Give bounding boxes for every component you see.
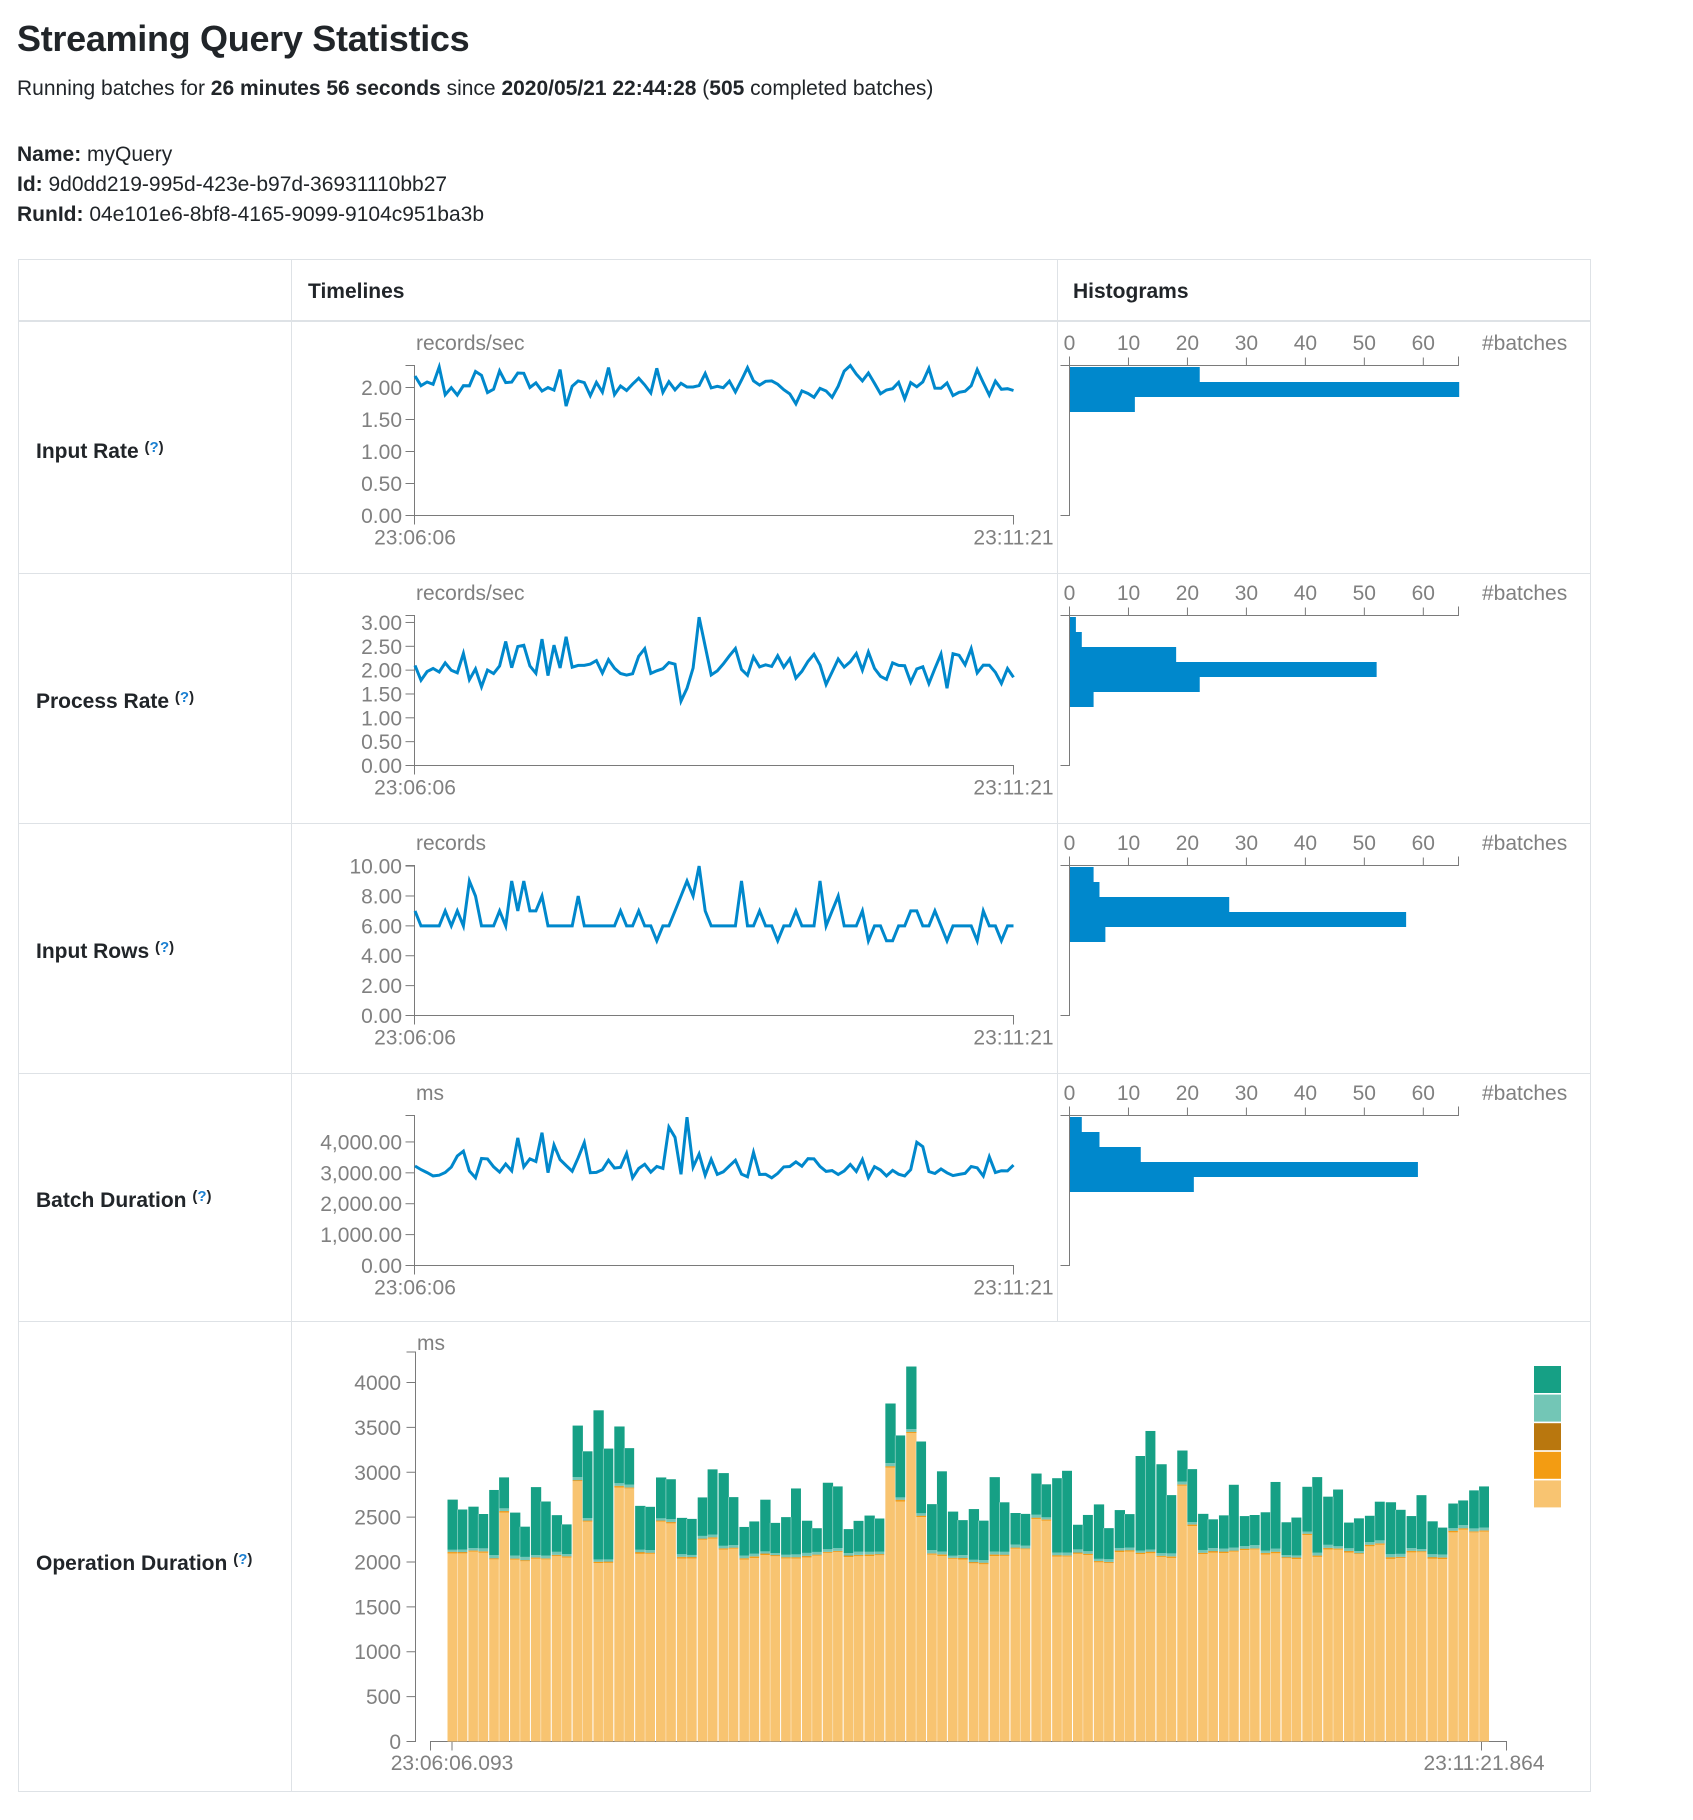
svg-text:10: 10	[1117, 1082, 1140, 1105]
svg-text:3.00: 3.00	[361, 612, 402, 635]
svg-text:2.50: 2.50	[361, 636, 402, 659]
svg-text:30: 30	[1235, 582, 1258, 605]
svg-text:23:11:21.864: 23:11:21.864	[1423, 1752, 1544, 1775]
svg-text:8.00: 8.00	[361, 886, 402, 909]
svg-text:0: 0	[1064, 832, 1076, 855]
svg-text:23:11:21: 23:11:21	[973, 527, 1053, 550]
svg-text:500: 500	[366, 1686, 401, 1709]
svg-text:2.00: 2.00	[361, 377, 402, 400]
svg-text:23:11:21: 23:11:21	[973, 777, 1053, 800]
svg-text:1.00: 1.00	[361, 441, 402, 464]
svg-text:20: 20	[1176, 832, 1199, 855]
svg-text:40: 40	[1294, 582, 1317, 605]
svg-text:20: 20	[1176, 582, 1199, 605]
svg-text:#batches: #batches	[1482, 832, 1567, 855]
svg-text:3000: 3000	[354, 1462, 401, 1485]
svg-text:50: 50	[1353, 582, 1376, 605]
svg-text:0: 0	[1064, 332, 1076, 355]
svg-text:10: 10	[1117, 832, 1140, 855]
svg-text:1,000.00: 1,000.00	[320, 1224, 402, 1247]
svg-text:23:06:06: 23:06:06	[374, 1277, 456, 1300]
svg-text:0.00: 0.00	[361, 1005, 402, 1028]
svg-text:50: 50	[1353, 332, 1376, 355]
svg-text:1.00: 1.00	[361, 707, 402, 730]
svg-text:60: 60	[1412, 832, 1435, 855]
svg-text:2,000.00: 2,000.00	[320, 1193, 402, 1216]
svg-text:10: 10	[1117, 582, 1140, 605]
svg-text:0: 0	[1064, 1082, 1076, 1105]
svg-text:10.00: 10.00	[349, 856, 402, 879]
svg-text:0.50: 0.50	[361, 473, 402, 496]
svg-text:3,000.00: 3,000.00	[320, 1162, 402, 1185]
svg-text:30: 30	[1235, 332, 1258, 355]
svg-text:2.00: 2.00	[361, 660, 402, 683]
svg-text:2000: 2000	[354, 1552, 401, 1575]
svg-text:40: 40	[1294, 332, 1317, 355]
svg-text:6.00: 6.00	[361, 915, 402, 938]
svg-text:#batches: #batches	[1482, 582, 1567, 605]
svg-text:20: 20	[1176, 1082, 1199, 1105]
svg-text:1500: 1500	[354, 1596, 401, 1619]
svg-text:1.50: 1.50	[361, 409, 402, 432]
svg-text:records: records	[416, 832, 486, 855]
svg-text:23:11:21: 23:11:21	[973, 1277, 1053, 1300]
svg-text:#batches: #batches	[1482, 332, 1567, 355]
svg-text:ms: ms	[417, 1332, 445, 1355]
svg-text:0: 0	[389, 1731, 401, 1754]
svg-text:23:11:21: 23:11:21	[973, 1027, 1053, 1050]
svg-text:4.00: 4.00	[361, 945, 402, 968]
svg-text:ms: ms	[416, 1082, 444, 1105]
svg-text:4000: 4000	[354, 1372, 401, 1395]
svg-text:0.00: 0.00	[361, 1255, 402, 1278]
svg-text:23:06:06: 23:06:06	[374, 1027, 456, 1050]
svg-text:60: 60	[1412, 582, 1435, 605]
svg-text:20: 20	[1176, 332, 1199, 355]
svg-text:50: 50	[1353, 1082, 1376, 1105]
svg-text:30: 30	[1235, 832, 1258, 855]
svg-text:2.00: 2.00	[361, 975, 402, 998]
svg-text:4,000.00: 4,000.00	[320, 1131, 402, 1154]
svg-text:60: 60	[1412, 1082, 1435, 1105]
svg-text:40: 40	[1294, 832, 1317, 855]
svg-text:0.00: 0.00	[361, 755, 402, 778]
svg-text:3500: 3500	[354, 1417, 401, 1440]
svg-text:1000: 1000	[354, 1641, 401, 1664]
svg-text:0: 0	[1064, 582, 1076, 605]
svg-text:0.00: 0.00	[361, 505, 402, 528]
svg-text:40: 40	[1294, 1082, 1317, 1105]
svg-text:23:06:06.093: 23:06:06.093	[391, 1752, 514, 1775]
svg-text:60: 60	[1412, 332, 1435, 355]
svg-text:23:06:06: 23:06:06	[374, 527, 456, 550]
svg-text:10: 10	[1117, 332, 1140, 355]
svg-text:0.50: 0.50	[361, 731, 402, 754]
svg-text:50: 50	[1353, 832, 1376, 855]
svg-text:23:06:06: 23:06:06	[374, 777, 456, 800]
svg-text:#batches: #batches	[1482, 1082, 1567, 1105]
svg-text:1.50: 1.50	[361, 684, 402, 707]
svg-text:records/sec: records/sec	[416, 582, 525, 605]
svg-text:2500: 2500	[354, 1507, 401, 1530]
svg-text:30: 30	[1235, 1082, 1258, 1105]
svg-text:records/sec: records/sec	[416, 332, 525, 355]
